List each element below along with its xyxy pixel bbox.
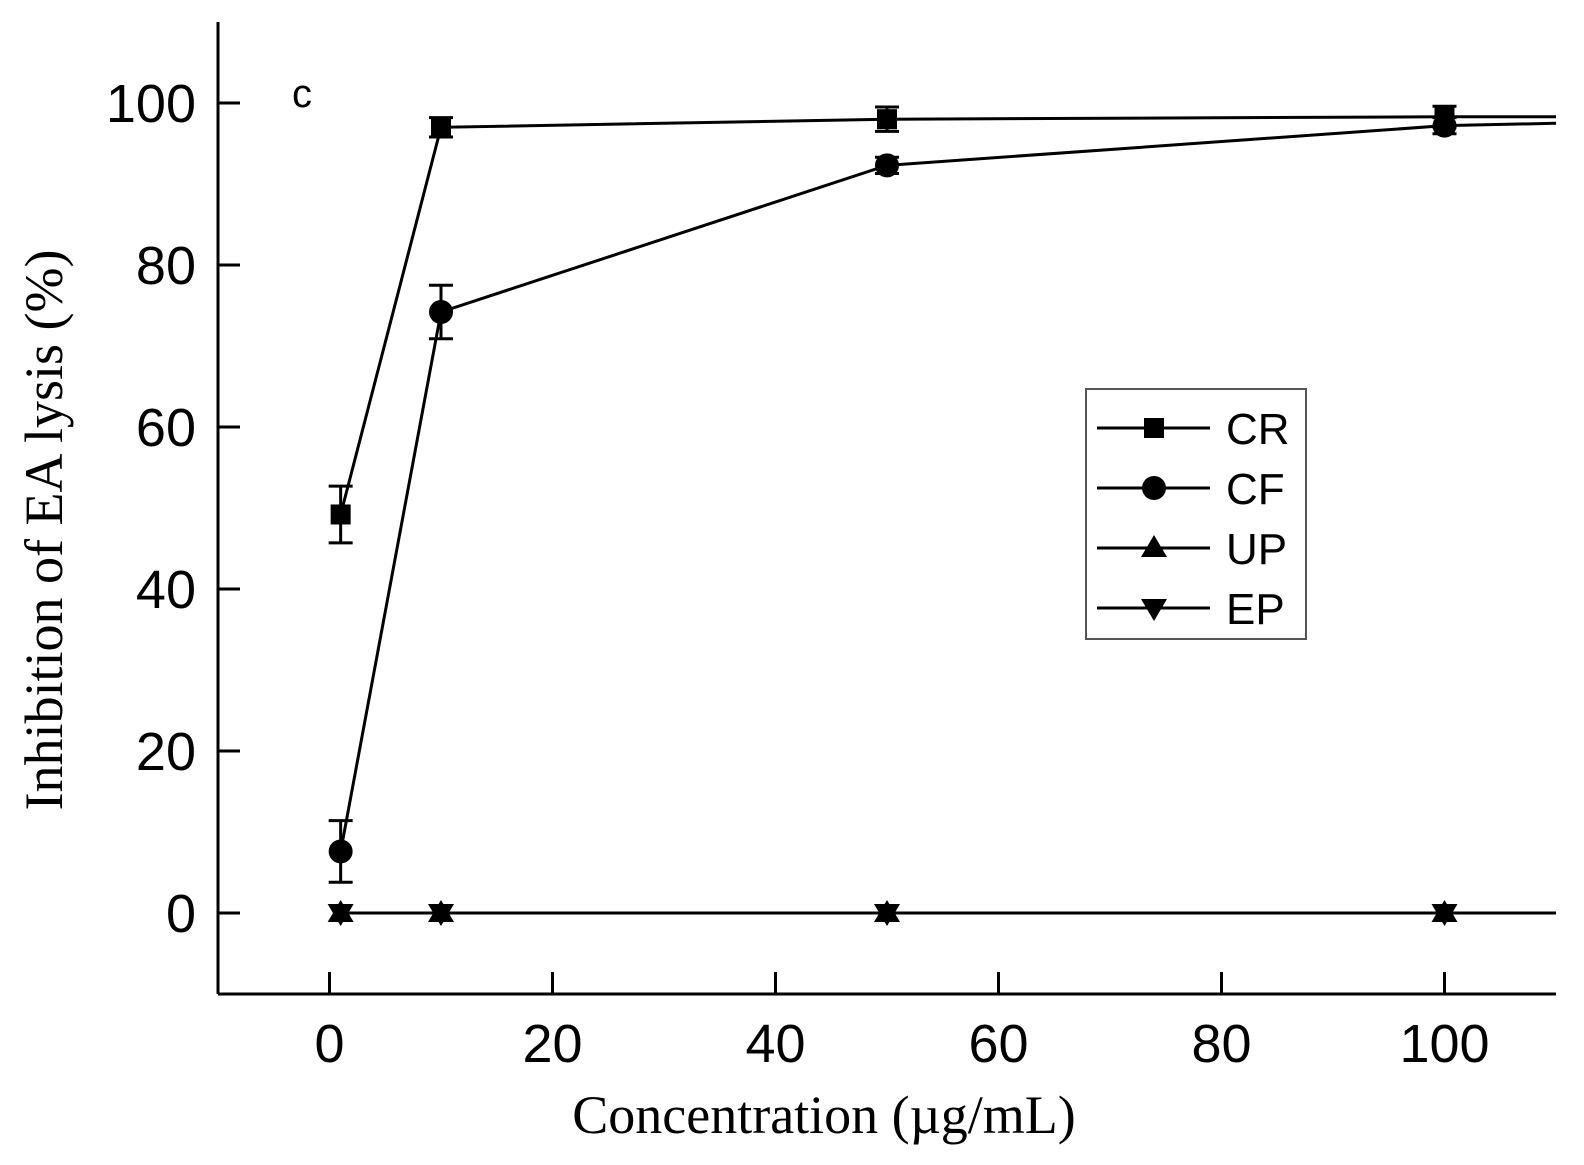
x-tick-label: 60 xyxy=(968,1014,1028,1074)
point-ep xyxy=(1431,904,1458,926)
y-axis-title: Inhibition of EA lysis (%) xyxy=(14,250,74,811)
y-tick-label: 100 xyxy=(106,74,196,134)
legend-label-cf: CF xyxy=(1226,465,1285,514)
legend-label-up: UP xyxy=(1226,525,1287,574)
legend-box xyxy=(1085,388,1307,640)
y-tick-label: 60 xyxy=(136,398,196,458)
legend: CR CF UP EP xyxy=(1085,388,1307,640)
legend-marker-up xyxy=(1141,535,1167,557)
x-tick-label: 40 xyxy=(745,1014,805,1074)
legend-label-ep: EP xyxy=(1226,585,1285,634)
point-cr xyxy=(330,504,351,525)
legend-marker-cf xyxy=(1142,476,1166,500)
x-tick-label: 20 xyxy=(522,1014,582,1074)
legend-marker-cr xyxy=(1144,418,1164,438)
legend-marker-ep xyxy=(1141,599,1167,621)
series-ep xyxy=(327,904,1556,926)
point-cf xyxy=(875,153,899,178)
series-cr xyxy=(328,104,1556,545)
series-up xyxy=(327,900,1556,922)
point-cr xyxy=(431,117,451,138)
panel-label: c xyxy=(292,72,312,116)
y-tick-label: 40 xyxy=(136,560,196,620)
point-ep xyxy=(327,904,354,926)
point-cf xyxy=(429,299,453,324)
x-axis-title: Concentration (µg/mL) xyxy=(572,1085,1075,1145)
y-tick-label: 20 xyxy=(136,722,196,782)
x-tick-label: 80 xyxy=(1191,1014,1251,1074)
series-line-cr xyxy=(339,115,1556,515)
point-ep xyxy=(874,904,900,926)
x-tick-label: 100 xyxy=(1399,1014,1489,1074)
series-layer xyxy=(327,104,1557,926)
point-cr xyxy=(877,109,897,130)
axes: 0 20 40 60 80 100 0 20 40 60 80 100 xyxy=(106,22,1556,1074)
point-ep xyxy=(428,904,454,926)
legend-label-cr: CR xyxy=(1226,405,1290,454)
y-tick-label: 0 xyxy=(166,884,196,944)
point-cf xyxy=(328,839,353,864)
point-cf xyxy=(1432,113,1457,138)
series-line-cf xyxy=(339,121,1557,852)
x-tick-label: 0 xyxy=(314,1014,344,1074)
series-cf xyxy=(328,113,1557,884)
y-tick-label: 80 xyxy=(136,236,196,296)
